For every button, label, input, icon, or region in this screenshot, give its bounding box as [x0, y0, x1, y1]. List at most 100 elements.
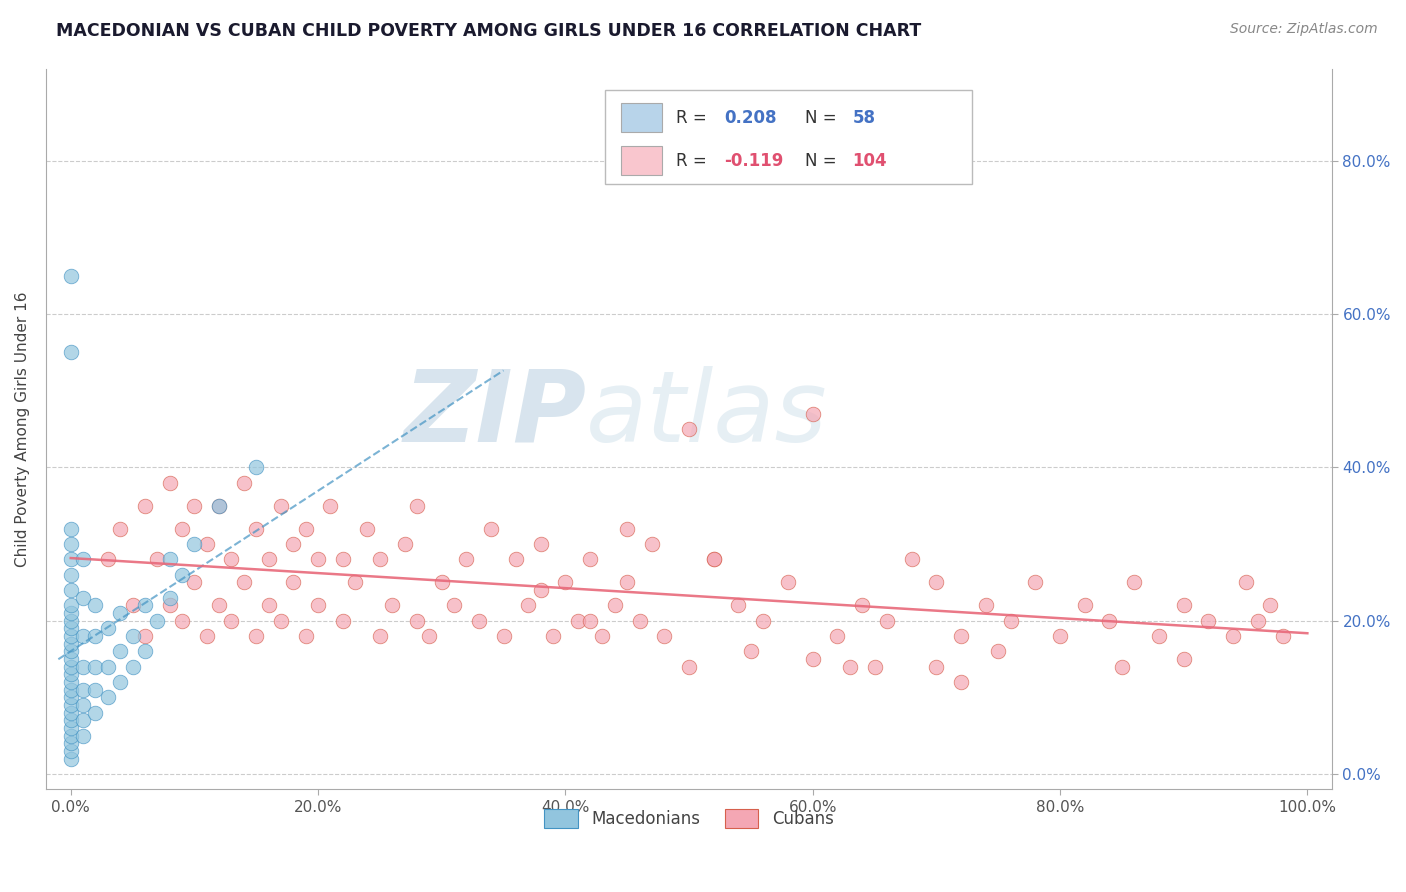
Point: [208, 598, 231, 612]
Point: [221, 552, 243, 566]
Point: [950, 629, 973, 643]
Point: [59, 567, 82, 582]
Point: [554, 575, 576, 590]
Point: [851, 598, 873, 612]
Point: [159, 598, 181, 612]
Point: [97, 690, 120, 705]
Point: [479, 522, 502, 536]
Point: [641, 537, 664, 551]
Text: 104: 104: [852, 152, 887, 169]
Point: [505, 552, 527, 566]
Point: [245, 460, 267, 475]
Point: [72, 552, 94, 566]
Point: [183, 575, 205, 590]
Point: [84, 659, 107, 673]
Point: [283, 537, 305, 551]
Point: [59, 729, 82, 743]
Point: [876, 614, 898, 628]
Point: [59, 652, 82, 666]
Legend: Macedonians, Cubans: Macedonians, Cubans: [537, 803, 841, 835]
Point: [59, 582, 82, 597]
Point: [987, 644, 1010, 658]
Point: [1111, 659, 1133, 673]
Point: [170, 522, 193, 536]
Point: [97, 659, 120, 673]
Point: [72, 682, 94, 697]
FancyBboxPatch shape: [606, 90, 972, 184]
Point: [591, 629, 613, 643]
Text: N =: N =: [804, 109, 842, 127]
Text: MACEDONIAN VS CUBAN CHILD POVERTY AMONG GIRLS UNDER 16 CORRELATION CHART: MACEDONIAN VS CUBAN CHILD POVERTY AMONG …: [56, 22, 921, 40]
Point: [307, 552, 329, 566]
Point: [356, 522, 378, 536]
Point: [319, 499, 342, 513]
Point: [541, 629, 564, 643]
Point: [1000, 614, 1022, 628]
Point: [801, 652, 824, 666]
Point: [134, 499, 156, 513]
Point: [72, 629, 94, 643]
Text: R =: R =: [676, 152, 713, 169]
Point: [468, 614, 491, 628]
Point: [394, 537, 416, 551]
Point: [579, 614, 602, 628]
Point: [59, 744, 82, 758]
Point: [59, 629, 82, 643]
Point: [652, 629, 675, 643]
Point: [159, 591, 181, 605]
Point: [97, 552, 120, 566]
Point: [170, 567, 193, 582]
Point: [245, 522, 267, 536]
Point: [195, 629, 218, 643]
Point: [121, 598, 143, 612]
Point: [974, 598, 997, 612]
Point: [59, 522, 82, 536]
Point: [456, 552, 478, 566]
Point: [59, 621, 82, 635]
FancyBboxPatch shape: [621, 146, 662, 175]
Point: [1123, 575, 1146, 590]
Point: [159, 552, 181, 566]
Point: [183, 499, 205, 513]
Point: [1024, 575, 1046, 590]
Y-axis label: Child Poverty Among Girls Under 16: Child Poverty Among Girls Under 16: [15, 291, 30, 566]
Point: [443, 598, 465, 612]
Point: [270, 614, 292, 628]
Point: [406, 499, 429, 513]
Point: [108, 644, 131, 658]
Point: [1074, 598, 1097, 612]
Point: [492, 629, 515, 643]
Point: [59, 537, 82, 551]
Point: [72, 591, 94, 605]
Point: [84, 682, 107, 697]
Point: [1234, 575, 1257, 590]
Point: [307, 598, 329, 612]
Point: [332, 614, 354, 628]
Point: [430, 575, 453, 590]
Point: [703, 552, 725, 566]
Point: [59, 690, 82, 705]
Point: [294, 629, 316, 643]
Point: [59, 721, 82, 735]
Point: [801, 407, 824, 421]
Point: [900, 552, 922, 566]
Point: [195, 537, 218, 551]
Point: [232, 475, 254, 490]
Point: [59, 345, 82, 359]
Point: [208, 499, 231, 513]
Point: [108, 674, 131, 689]
Point: [108, 522, 131, 536]
Point: [616, 522, 638, 536]
Point: [59, 682, 82, 697]
Point: [752, 614, 775, 628]
Point: [332, 552, 354, 566]
Text: -0.119: -0.119: [724, 152, 783, 169]
Point: [221, 614, 243, 628]
Point: [84, 629, 107, 643]
Point: [59, 636, 82, 650]
Point: [59, 706, 82, 720]
Text: atlas: atlas: [586, 366, 828, 463]
Point: [59, 644, 82, 658]
Point: [418, 629, 440, 643]
Point: [1271, 629, 1294, 643]
